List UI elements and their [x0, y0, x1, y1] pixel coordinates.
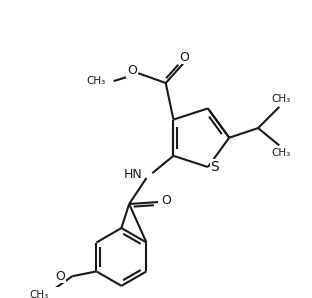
Text: O: O — [127, 64, 137, 77]
Text: CH₃: CH₃ — [271, 148, 291, 158]
Text: HN: HN — [124, 168, 143, 181]
Text: O: O — [161, 194, 171, 207]
Text: O: O — [179, 50, 189, 63]
Text: S: S — [210, 160, 219, 174]
Text: CH₃: CH₃ — [29, 290, 48, 298]
Text: CH₃: CH₃ — [271, 94, 291, 104]
Text: O: O — [56, 270, 66, 283]
Text: CH₃: CH₃ — [87, 76, 106, 86]
